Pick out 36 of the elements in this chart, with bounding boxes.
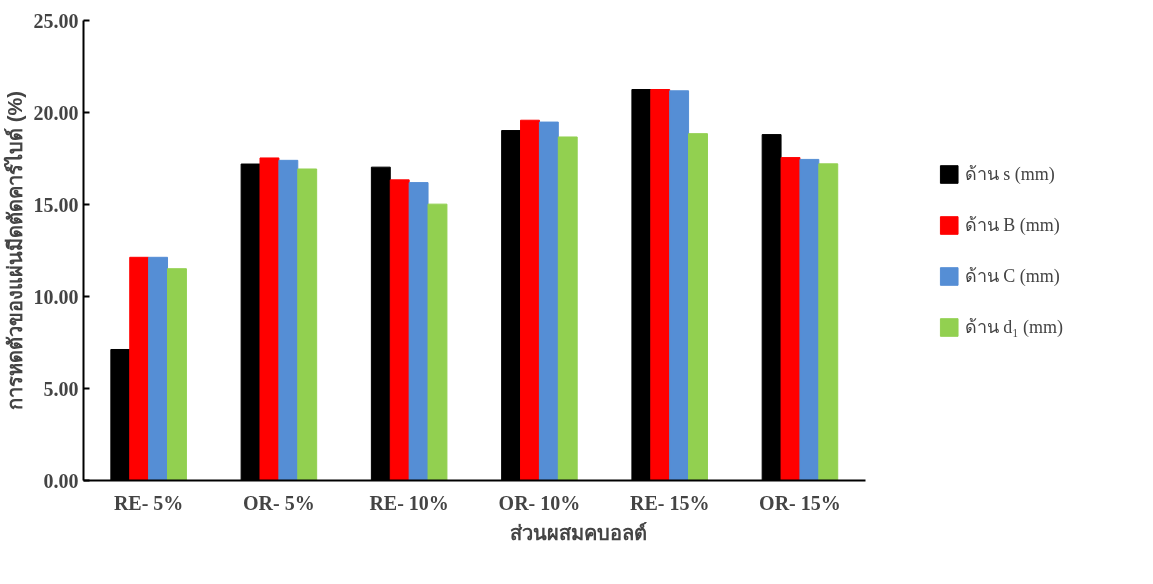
y-tick-label: 15.00 (33, 193, 79, 216)
bar (278, 159, 299, 481)
bar (259, 157, 280, 481)
bar (167, 268, 187, 481)
x-tick-label: RE- 5% (113, 491, 184, 514)
bar (408, 182, 429, 481)
y-tick-label: 5.00 (43, 377, 79, 400)
bar (148, 256, 169, 481)
legend-label: ด้าน B (mm) (964, 214, 1060, 237)
bar (389, 179, 410, 481)
y-axis-title: การหดตัวของแผ่นมีดตัดคาร์ไบด์ (%) (2, 91, 26, 410)
bar (557, 136, 578, 481)
bar (669, 90, 690, 481)
bar (129, 256, 150, 481)
x-axis-title: ส่วนผสมคบอลต์ (510, 521, 647, 544)
y-tick-label: 25.00 (33, 9, 79, 32)
y-tick-label: 0.00 (43, 469, 79, 492)
bar (520, 119, 540, 481)
x-tick-label: RE- 15% (629, 491, 710, 514)
x-tick-label: OR- 5% (243, 491, 315, 514)
bar (818, 163, 839, 481)
bar (780, 157, 801, 481)
x-tick-label: OR- 15% (759, 491, 841, 514)
legend-label: ด้าน s (mm) (964, 163, 1055, 186)
bar (688, 133, 708, 481)
bar (427, 203, 448, 481)
bar (799, 158, 820, 481)
bar (538, 121, 559, 481)
y-tick-label: 10.00 (33, 285, 79, 308)
legend-label: ด้าน d₁ (mm) (964, 316, 1063, 339)
x-tick-label: OR- 10% (498, 491, 581, 514)
y-tick-label: 20.00 (33, 101, 79, 124)
x-tick-label: RE- 10% (369, 491, 449, 514)
bar (650, 89, 671, 481)
legend-label: ด้าน C (mm) (964, 265, 1060, 288)
bar (297, 168, 318, 481)
